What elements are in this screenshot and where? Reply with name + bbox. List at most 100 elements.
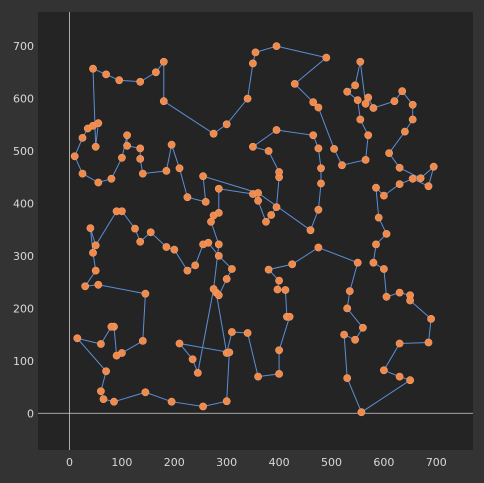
- city-point: [273, 285, 282, 294]
- y-tick-label: 500: [13, 145, 34, 158]
- city-point: [369, 104, 378, 112]
- city-point: [275, 369, 283, 378]
- x-tick-label: 200: [164, 456, 185, 469]
- city-point: [91, 266, 100, 275]
- x-tick-label: 100: [111, 456, 132, 469]
- city-point: [353, 96, 362, 104]
- city-point: [343, 374, 352, 382]
- x-tick-label: 500: [321, 456, 342, 469]
- city-point: [78, 133, 87, 142]
- city-point: [222, 120, 231, 129]
- city-point: [353, 258, 362, 267]
- city-point: [243, 329, 252, 337]
- city-point: [110, 397, 118, 406]
- city-point: [136, 237, 145, 246]
- city-point: [309, 98, 318, 107]
- y-tick-label: 600: [13, 93, 34, 106]
- city-point: [89, 64, 97, 73]
- city-point: [94, 280, 103, 289]
- city-point: [86, 224, 95, 232]
- city-point: [97, 340, 105, 348]
- city-point: [372, 240, 380, 249]
- city-point: [248, 59, 257, 68]
- city-point: [395, 163, 404, 172]
- city-point: [107, 174, 116, 183]
- city-point: [314, 144, 323, 153]
- city-point: [209, 129, 218, 138]
- city-point: [309, 131, 318, 140]
- city-point: [183, 193, 192, 202]
- y-tick-label: 200: [13, 302, 34, 315]
- city-point: [214, 240, 223, 249]
- city-point: [314, 205, 323, 214]
- city-point: [379, 366, 388, 375]
- city-point: [123, 131, 131, 140]
- city-point: [272, 126, 281, 134]
- city-point: [222, 397, 231, 406]
- city-point: [398, 87, 407, 96]
- y-tick-label: 700: [13, 40, 34, 53]
- city-point: [395, 372, 404, 381]
- city-point: [275, 168, 283, 176]
- city-point: [175, 339, 184, 348]
- plot-area: [38, 12, 473, 450]
- city-point: [306, 226, 315, 235]
- city-point: [214, 251, 223, 260]
- city-point: [191, 261, 200, 270]
- axes: 0 100 200 300 400 500 600 700 0 100 200 300 400 500 60…: [13, 12, 473, 469]
- city-point: [227, 328, 236, 336]
- city-point: [343, 304, 352, 313]
- city-point: [267, 211, 276, 219]
- city-point: [159, 97, 168, 106]
- city-point: [356, 57, 365, 66]
- city-point: [356, 115, 365, 124]
- city-point: [281, 286, 290, 294]
- city-point: [225, 348, 234, 357]
- city-point: [159, 57, 168, 66]
- city-point: [227, 265, 236, 273]
- city-point: [385, 149, 393, 157]
- city-point: [89, 248, 97, 257]
- city-point: [424, 182, 433, 191]
- city-point: [264, 265, 273, 274]
- city-point: [201, 197, 210, 206]
- city-point: [162, 166, 171, 175]
- city-point: [248, 142, 257, 151]
- city-point: [167, 397, 176, 406]
- city-point: [141, 388, 150, 397]
- city-point: [251, 48, 260, 57]
- city-point: [275, 346, 283, 355]
- city-point: [118, 153, 126, 162]
- city-point: [395, 288, 404, 297]
- y-tick-label: 400: [13, 197, 34, 210]
- city-point: [91, 142, 100, 151]
- city-point: [115, 76, 124, 85]
- city-point: [400, 127, 409, 136]
- city-point: [408, 115, 417, 124]
- city-point: [175, 164, 184, 173]
- city-point: [382, 292, 391, 301]
- city-point: [99, 395, 108, 403]
- city-point: [78, 169, 87, 178]
- city-point: [340, 330, 348, 339]
- city-point: [288, 260, 297, 269]
- city-point: [102, 367, 110, 376]
- city-point: [162, 243, 171, 251]
- city-point: [151, 68, 160, 77]
- city-point: [112, 351, 121, 360]
- city-point: [131, 224, 139, 233]
- city-point: [123, 141, 131, 150]
- city-point: [254, 372, 262, 381]
- city-point: [351, 81, 359, 90]
- city-point: [424, 338, 433, 347]
- city-point: [382, 229, 391, 238]
- y-tick-label: 300: [13, 250, 34, 263]
- city-point: [408, 174, 417, 183]
- city-point: [214, 184, 223, 193]
- y-tick-label: 0: [27, 407, 34, 420]
- city-point: [314, 103, 323, 112]
- city-point: [97, 387, 105, 396]
- city-point: [314, 243, 323, 252]
- city-point: [351, 335, 359, 344]
